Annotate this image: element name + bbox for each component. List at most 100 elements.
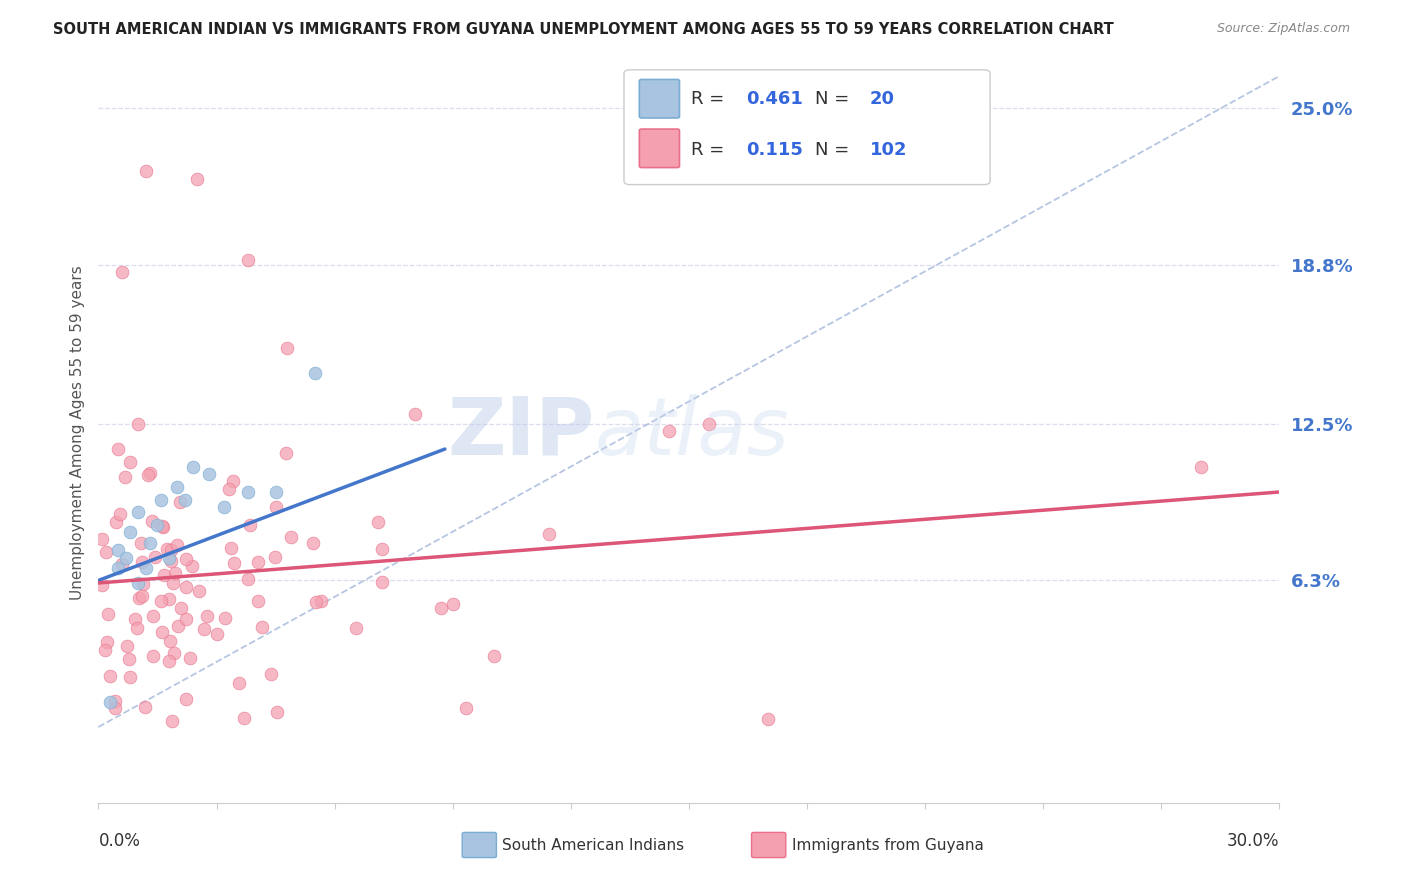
Point: [162, 576, 184, 591]
Point: [169, 495, 191, 509]
Point: [181, 559, 204, 574]
FancyBboxPatch shape: [640, 129, 679, 168]
FancyBboxPatch shape: [640, 79, 679, 118]
Point: [167, 619, 190, 633]
Point: [157, 654, 180, 668]
Point: [371, 575, 394, 590]
Point: [193, 623, 215, 637]
Point: [138, 535, 160, 549]
Text: N =: N =: [815, 141, 855, 159]
Y-axis label: Unemployment Among Ages 55 to 59 years: Unemployment Among Ages 55 to 59 years: [69, 265, 84, 600]
Point: [150, 519, 173, 533]
Point: [174, 692, 197, 706]
Point: [128, 591, 150, 606]
Point: [104, 694, 127, 708]
Point: [454, 701, 477, 715]
Point: [142, 648, 165, 663]
Point: [1189, 459, 1212, 474]
Point: [276, 446, 298, 460]
Point: [179, 651, 201, 665]
Point: [697, 417, 720, 431]
Point: [129, 536, 152, 550]
Text: R =: R =: [692, 90, 730, 108]
Point: [132, 577, 155, 591]
Point: [260, 666, 283, 681]
Point: [139, 466, 162, 480]
Point: [96, 634, 118, 648]
Text: N =: N =: [815, 90, 855, 108]
Point: [430, 601, 453, 615]
Point: [135, 164, 157, 178]
Point: [174, 612, 197, 626]
Point: [222, 556, 245, 570]
Text: South American Indians: South American Indians: [502, 838, 685, 853]
Point: [160, 542, 183, 557]
Point: [115, 550, 138, 565]
Text: R =: R =: [692, 141, 730, 159]
Text: Source: ZipAtlas.com: Source: ZipAtlas.com: [1216, 22, 1350, 36]
Point: [150, 625, 173, 640]
Point: [756, 713, 779, 727]
Point: [404, 408, 426, 422]
Point: [197, 467, 219, 482]
Text: 0.115: 0.115: [745, 141, 803, 159]
Point: [247, 555, 270, 569]
Point: [264, 485, 287, 500]
Point: [187, 583, 209, 598]
Point: [344, 622, 367, 636]
Point: [135, 561, 157, 575]
Point: [174, 580, 197, 594]
Point: [127, 505, 149, 519]
FancyBboxPatch shape: [463, 832, 496, 857]
Point: [266, 705, 288, 719]
Point: [538, 526, 561, 541]
Point: [441, 598, 464, 612]
Point: [157, 550, 180, 565]
Point: [218, 482, 240, 496]
Point: [104, 515, 127, 529]
Point: [214, 500, 236, 515]
Point: [115, 639, 138, 653]
Text: 30.0%: 30.0%: [1227, 832, 1279, 850]
Point: [236, 252, 259, 267]
Point: [134, 699, 156, 714]
Point: [118, 525, 141, 540]
Point: [239, 517, 262, 532]
Point: [155, 541, 177, 556]
Point: [159, 633, 181, 648]
Point: [309, 594, 332, 608]
Point: [142, 609, 165, 624]
Text: 20: 20: [870, 90, 894, 108]
Text: 0.461: 0.461: [745, 90, 803, 108]
Point: [91, 532, 114, 546]
Point: [214, 611, 236, 625]
Text: Immigrants from Guyana: Immigrants from Guyana: [792, 838, 984, 853]
Point: [658, 425, 681, 439]
Point: [125, 621, 148, 635]
Point: [146, 517, 169, 532]
Point: [127, 417, 149, 431]
Point: [181, 459, 204, 474]
Point: [118, 652, 141, 666]
Point: [238, 572, 260, 586]
Point: [252, 620, 274, 634]
Point: [305, 595, 328, 609]
Point: [228, 676, 250, 690]
Point: [98, 695, 121, 709]
Point: [370, 542, 392, 557]
Point: [195, 608, 218, 623]
Point: [160, 554, 183, 568]
Point: [174, 552, 197, 566]
Point: [136, 468, 159, 483]
Point: [266, 500, 288, 515]
Point: [150, 594, 173, 608]
Point: [174, 492, 197, 507]
Point: [247, 594, 270, 608]
Point: [186, 171, 208, 186]
Point: [150, 492, 173, 507]
Text: 0.0%: 0.0%: [98, 832, 141, 850]
Point: [166, 538, 188, 552]
Point: [131, 555, 153, 569]
Point: [111, 557, 134, 571]
Point: [131, 589, 153, 603]
